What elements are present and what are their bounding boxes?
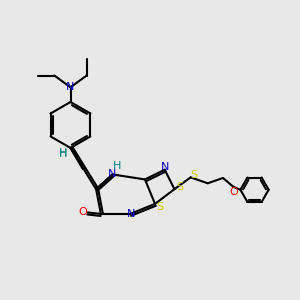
Text: O: O <box>229 187 238 197</box>
Text: S: S <box>156 202 163 212</box>
Text: S: S <box>176 182 183 192</box>
Text: H: H <box>113 160 121 171</box>
Text: H: H <box>59 149 67 159</box>
Text: O: O <box>79 207 88 217</box>
Text: H: H <box>59 148 67 158</box>
Text: N: N <box>66 82 75 92</box>
Text: N: N <box>161 162 170 172</box>
Text: S: S <box>190 170 198 180</box>
Text: N: N <box>127 209 135 220</box>
Text: N: N <box>108 169 116 179</box>
